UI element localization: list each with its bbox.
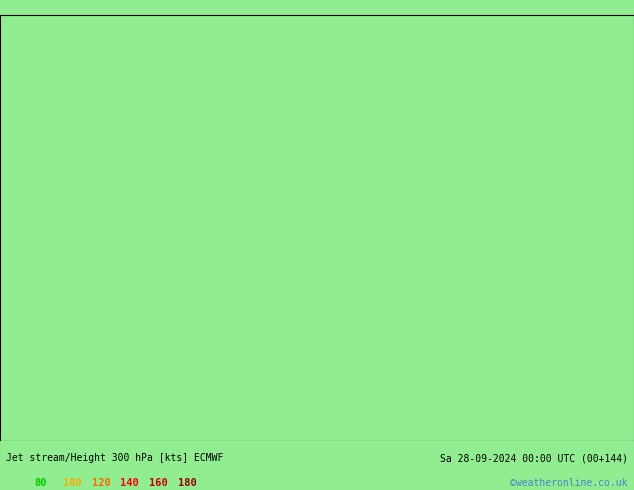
Text: 60: 60 xyxy=(6,478,19,488)
Text: 120: 120 xyxy=(92,478,111,488)
Text: 180: 180 xyxy=(178,478,197,488)
Text: 140: 140 xyxy=(120,478,139,488)
Text: 160: 160 xyxy=(149,478,168,488)
Text: 100: 100 xyxy=(63,478,82,488)
Text: ©weatheronline.co.uk: ©weatheronline.co.uk xyxy=(510,478,628,488)
Text: Sa 28-09-2024 00:00 UTC (00+144): Sa 28-09-2024 00:00 UTC (00+144) xyxy=(439,453,628,463)
Text: 80: 80 xyxy=(35,478,48,488)
Text: Jet stream/Height 300 hPa [kts] ECMWF: Jet stream/Height 300 hPa [kts] ECMWF xyxy=(6,453,224,463)
